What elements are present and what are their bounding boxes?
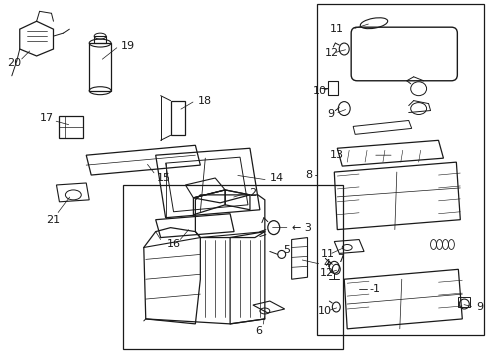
Text: 13: 13 [328, 150, 343, 160]
Text: 11: 11 [320, 249, 334, 260]
Text: 15: 15 [156, 173, 170, 183]
Text: 5: 5 [282, 246, 289, 256]
Bar [327, 81, 338, 95]
Text: 14: 14 [269, 173, 284, 183]
Bar [317, 4, 483, 335]
Text: 9: 9 [475, 302, 482, 312]
Text: 7: 7 [337, 255, 344, 264]
Text: 6: 6 [254, 326, 262, 336]
Text: 16: 16 [166, 239, 180, 249]
Text: 19: 19 [121, 41, 135, 51]
Bar [122, 185, 343, 349]
Text: 12: 12 [324, 48, 338, 58]
Text: -1: -1 [368, 284, 379, 294]
Text: 18: 18 [197, 96, 211, 105]
Text: 2: 2 [248, 188, 256, 198]
Text: 11: 11 [328, 24, 343, 34]
Text: 10: 10 [312, 86, 326, 96]
Text: 20: 20 [7, 58, 21, 68]
Text: 12: 12 [319, 268, 333, 278]
Bar [457, 297, 469, 307]
Text: 9: 9 [326, 108, 334, 118]
Text: 17: 17 [40, 113, 54, 123]
Text: 10: 10 [317, 306, 331, 316]
Text: ← 3: ← 3 [291, 222, 311, 233]
Text: 21: 21 [46, 215, 61, 225]
Text: 4: 4 [323, 259, 330, 269]
Text: 8: 8 [305, 170, 312, 180]
